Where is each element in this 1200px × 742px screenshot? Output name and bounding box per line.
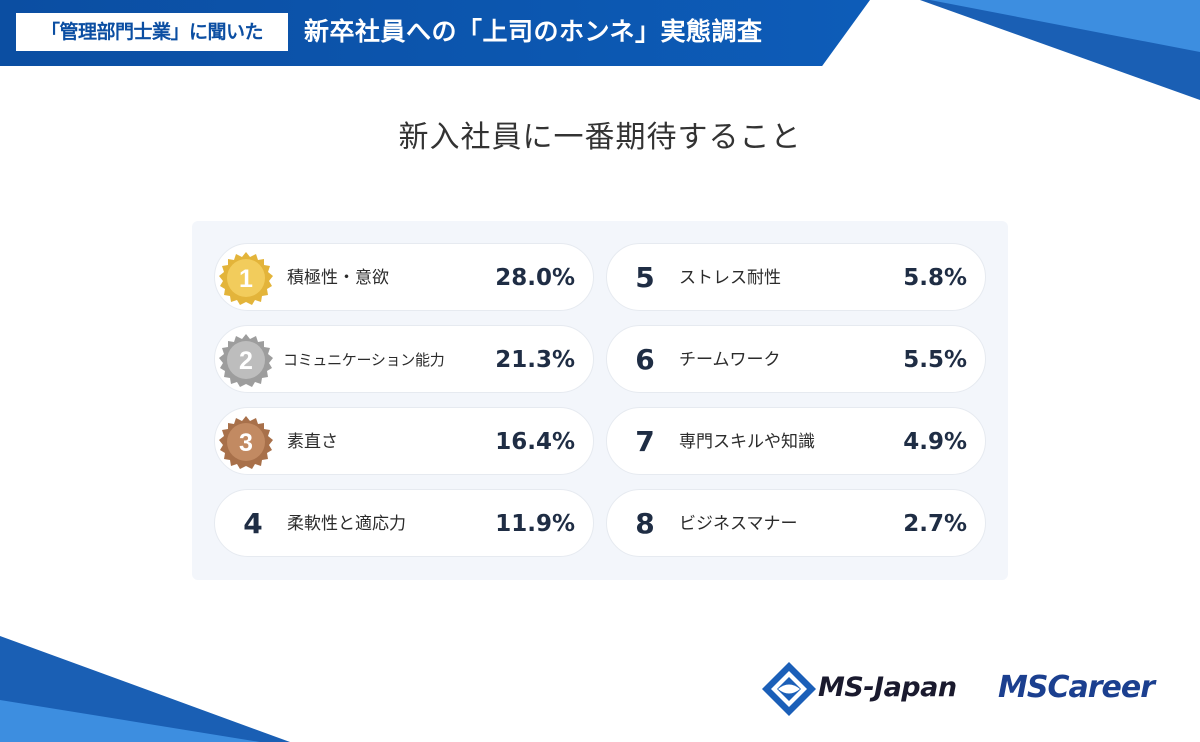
ranking-label: チームワーク — [679, 350, 781, 370]
rank-number: 6 — [635, 343, 655, 376]
bronze-medal-icon: 3 — [219, 416, 273, 469]
ranking-value: 16.4% — [495, 429, 575, 455]
ranking-label: ビジネスマナー — [679, 514, 798, 534]
ranking-value: 2.7% — [903, 511, 967, 537]
ranking-value: 11.9% — [495, 511, 575, 537]
ranking-value: 5.8% — [903, 265, 967, 291]
ranking-value: 5.5% — [903, 347, 967, 373]
ranking-label: 柔軟性と適応力 — [287, 514, 406, 534]
page-title: 新入社員に一番期待すること — [398, 120, 802, 155]
medal-rank-text: 2 — [239, 347, 253, 375]
ranking-label: 素直さ — [287, 432, 338, 452]
medal-rank-text: 3 — [239, 429, 253, 457]
ranking-value: 4.9% — [903, 429, 967, 455]
gold-medal-icon: 1 — [219, 252, 273, 305]
ranking-item-5: 5 ストレス耐性 5.8% — [606, 243, 986, 311]
ranking-value: 28.0% — [495, 265, 575, 291]
ranking-item-2: 2 コミュニケーション能力 21.3% — [214, 325, 594, 393]
ranking-item-6: 6 チームワーク 5.5% — [606, 325, 986, 393]
ranking-item-7: 7 専門スキルや知識 4.9% — [606, 407, 986, 475]
ranking-item-4: 4 柔軟性と適応力 11.9% — [214, 489, 594, 557]
rank-number: 4 — [243, 507, 263, 540]
medal-rosette — [219, 334, 273, 387]
ranking-item-1: 1 積極性・意欲 28.0% — [214, 243, 594, 311]
ranking-label: 専門スキルや知識 — [679, 432, 815, 452]
ranking-value: 21.3% — [495, 347, 575, 373]
ranking-label: ストレス耐性 — [679, 268, 781, 288]
medal-rosette — [219, 416, 273, 469]
silver-medal-icon: 2 — [219, 334, 273, 387]
rank-number: 8 — [635, 507, 655, 540]
rank-number: 7 — [635, 425, 655, 458]
medal-rank-text: 1 — [239, 265, 253, 293]
ranking-label: コミュニケーション能力 — [283, 351, 445, 369]
rank-number: 5 — [635, 261, 655, 294]
header-title: 新卒社員への「上司のホンネ」実態調査 — [304, 17, 763, 46]
ms-japan-logo-icon — [762, 662, 816, 716]
ms-career-logo: MSCareer — [998, 670, 1155, 705]
header-tag: 「管理部門士業」に聞いた — [16, 13, 288, 51]
ranking-item-3: 3 素直さ 16.4% — [214, 407, 594, 475]
medal-rosette — [219, 252, 273, 305]
ranking-item-8: 8 ビジネスマナー 2.7% — [606, 489, 986, 557]
ms-japan-logo: MS-Japan — [818, 672, 957, 703]
ranking-label: 積極性・意欲 — [287, 268, 389, 288]
